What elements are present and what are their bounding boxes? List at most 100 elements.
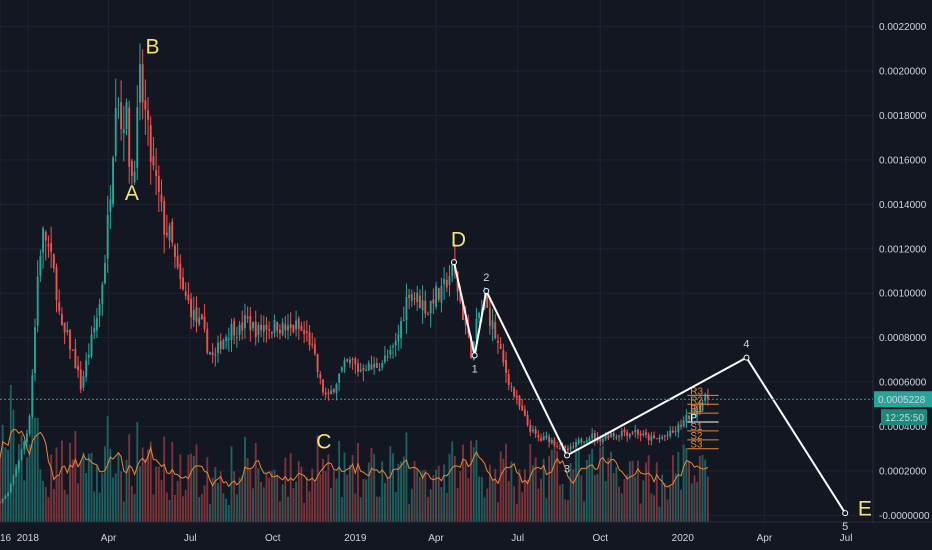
candle-body (182, 277, 184, 290)
volume-bar (87, 453, 90, 522)
candle-body (653, 435, 656, 439)
candle-body (634, 430, 637, 433)
wave-label: 3 (564, 463, 570, 475)
candle-body (580, 438, 583, 443)
volume-bar (572, 469, 575, 522)
candle-body (383, 355, 386, 363)
volume-bar (437, 465, 440, 522)
volume-bar (357, 443, 359, 522)
volume-bar (515, 503, 518, 522)
volume-bar (373, 454, 376, 522)
volume-bar (257, 468, 260, 522)
volume-bar (319, 474, 322, 522)
volume-bar (278, 501, 281, 522)
candle-body (642, 433, 645, 436)
time-axis[interactable]: 16 2018 Apr Jul Oct 2019 Apr Jul Oct 2020 Apr Jul (0, 533, 852, 544)
volume-bar (335, 478, 338, 522)
volume-bar (418, 477, 421, 522)
volume-bar (615, 466, 618, 522)
volume-bar (685, 447, 688, 522)
volume-bar (101, 473, 104, 522)
candle-body (335, 384, 338, 394)
candle-body (82, 376, 85, 388)
volume-bar (443, 464, 446, 522)
pivot-label: S2 (690, 431, 703, 442)
volume-bar (192, 455, 195, 522)
volume-bar (669, 485, 672, 522)
volume-bar (593, 475, 596, 522)
candle-body (93, 328, 96, 333)
volume-bar (168, 499, 171, 522)
price-axis[interactable]: 0.0022000 0.0020000 0.0018000 0.0016000 0.00… (879, 22, 930, 522)
candlestick-series[interactable] (0, 43, 709, 504)
volume-bar (144, 458, 147, 522)
volume-bar (588, 454, 591, 522)
x-tick-label: 2018 (17, 533, 40, 544)
volume-bar (23, 480, 26, 522)
volume-bar (507, 480, 510, 522)
candle-body (373, 363, 376, 368)
volume-bar (400, 461, 403, 522)
candle-body (612, 432, 615, 437)
volume-bar (642, 480, 645, 522)
candle-body (515, 395, 518, 398)
volume-bar (171, 442, 174, 522)
candle-body (343, 360, 346, 368)
candle-body (254, 321, 257, 338)
elliott-wave-drawing[interactable]: 1 2 3 4 5 (450, 259, 848, 534)
candle-body (402, 320, 405, 322)
candle-body (564, 445, 567, 449)
volume-bar (472, 447, 475, 522)
candle-body (133, 171, 136, 183)
volume-bar (109, 448, 112, 522)
candle-body (537, 435, 540, 438)
candle-body (198, 317, 201, 325)
volume-bar (184, 490, 187, 522)
candle-body (117, 104, 120, 106)
volume-bar (567, 499, 569, 522)
volume-bar (28, 444, 31, 522)
volume-bar (7, 449, 10, 522)
candle-body (252, 322, 254, 329)
candle-body (281, 322, 284, 335)
volume-bar (548, 456, 551, 522)
candle-body (308, 332, 311, 346)
volume-bar (58, 475, 61, 522)
volume-bar (276, 475, 279, 522)
volume-bar (518, 469, 521, 522)
volume-bar (195, 444, 198, 522)
candle-body (666, 434, 669, 436)
volume-bar (200, 493, 203, 522)
candle-body (71, 349, 74, 351)
x-tick-label: Jul (184, 533, 197, 544)
volume-bar (104, 446, 106, 522)
candle-body (359, 369, 362, 372)
volume-bar (488, 464, 491, 522)
volume-bar (139, 466, 141, 522)
wave-label: 2 (483, 272, 489, 284)
volume-bar (453, 456, 456, 522)
volume-bar (308, 491, 311, 522)
candle-body (165, 232, 168, 236)
candle-body (122, 129, 125, 134)
x-tick-label: 16 (0, 533, 12, 544)
volume-bar (612, 473, 615, 522)
candle-body (491, 320, 494, 329)
volume-bar (424, 469, 427, 522)
candle-body (526, 414, 529, 426)
volume-bar (529, 444, 532, 522)
candle-body (661, 436, 664, 439)
candle-body (265, 324, 268, 330)
pivot-label: R1 (690, 404, 703, 415)
candle-body (246, 316, 249, 319)
candle-body (658, 437, 661, 440)
candle-body (346, 358, 349, 362)
candle-body (567, 448, 569, 451)
candle-body (211, 352, 214, 355)
x-tick-label: Oct (592, 533, 608, 544)
volume-bar (478, 476, 481, 522)
candle-body (324, 392, 327, 395)
volume-bar (413, 461, 416, 522)
volume-bar (470, 440, 472, 522)
